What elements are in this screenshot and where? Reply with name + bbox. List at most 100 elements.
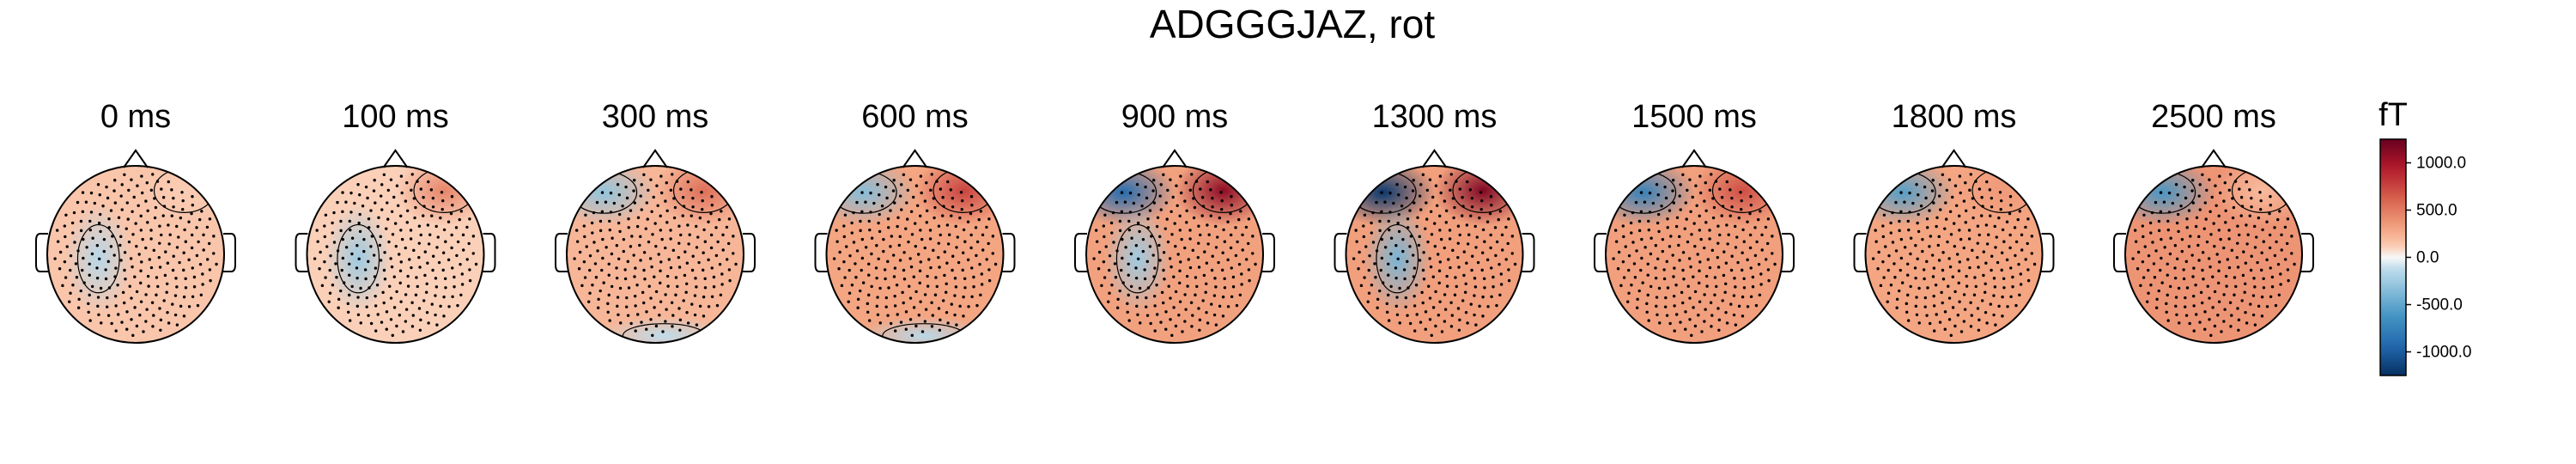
sensor-dot bbox=[1475, 235, 1479, 239]
panel-time-label: 1800 ms bbox=[1892, 99, 2017, 135]
sensor-dot bbox=[902, 301, 905, 305]
sensor-dot bbox=[1755, 240, 1759, 244]
sensor-dot bbox=[2160, 281, 2164, 284]
sensor-dot bbox=[349, 191, 353, 195]
sensor-dot bbox=[1388, 191, 1392, 195]
sensor-dot bbox=[1371, 241, 1376, 244]
sensor-dot bbox=[447, 305, 451, 308]
sensor-dot bbox=[854, 262, 857, 266]
sensor-dot bbox=[1449, 173, 1453, 176]
sensor-dot bbox=[1874, 229, 1877, 232]
sensor-dot bbox=[1645, 310, 1649, 314]
sensor-dot bbox=[1877, 250, 1880, 254]
sensor-dot bbox=[2235, 255, 2239, 259]
sensor-dot bbox=[1945, 217, 1948, 221]
sensor-dot bbox=[2009, 266, 2013, 270]
sensor-dot bbox=[1749, 266, 1753, 270]
sensor-dot bbox=[970, 266, 974, 270]
sensor-dot bbox=[1241, 233, 1244, 237]
sensor-dot bbox=[937, 224, 941, 228]
sensor-dot bbox=[946, 321, 950, 325]
sensor-dot bbox=[617, 257, 621, 260]
sensor-dot bbox=[898, 194, 902, 198]
sensor-dot bbox=[192, 285, 197, 289]
topomap-panel: 600 ms bbox=[814, 99, 1016, 344]
sensor-dot bbox=[1461, 196, 1464, 199]
sensor-dot bbox=[838, 250, 841, 254]
sensor-dot bbox=[2203, 310, 2207, 314]
sensor-dot bbox=[471, 235, 476, 238]
sensor-dot bbox=[76, 200, 80, 205]
sensor-dot bbox=[1951, 306, 1955, 309]
sensor-dot bbox=[468, 217, 471, 221]
sensor-dot bbox=[128, 284, 131, 288]
sensor-dot bbox=[1898, 229, 1901, 233]
sensor-dot bbox=[396, 204, 400, 207]
sensor-dot bbox=[1195, 284, 1199, 289]
head-outline bbox=[306, 165, 485, 344]
sensor-dot bbox=[133, 275, 137, 278]
sensor-dot bbox=[1214, 323, 1218, 327]
sensor-dot bbox=[1733, 277, 1736, 280]
sensor-dot bbox=[632, 179, 636, 182]
sensor-dot bbox=[2009, 204, 2013, 207]
sensor-dot bbox=[945, 261, 949, 265]
sensor-dot bbox=[172, 254, 175, 258]
sensor-dot bbox=[401, 330, 405, 333]
sensor-dot bbox=[1162, 268, 1165, 272]
sensor-dot bbox=[2136, 267, 2140, 271]
topomap-panel: 1800 ms bbox=[1853, 99, 2055, 344]
sensor-dot bbox=[684, 290, 688, 294]
sensor-dot bbox=[1427, 284, 1431, 288]
sensor-dot bbox=[619, 321, 623, 325]
sensor-dot bbox=[184, 240, 188, 243]
sensor-dot bbox=[1385, 310, 1389, 314]
sensor-dot bbox=[410, 188, 413, 192]
sensor-dot bbox=[910, 233, 914, 236]
sensor-dot bbox=[691, 196, 695, 200]
sensor-dot bbox=[702, 268, 705, 272]
sensor-dot bbox=[1136, 313, 1139, 316]
sensor-dot bbox=[1454, 276, 1457, 279]
sensor-dot bbox=[2019, 283, 2023, 286]
sensor-dot bbox=[2269, 204, 2273, 207]
sensor-dot bbox=[1110, 231, 1114, 235]
sensor-dot bbox=[975, 240, 980, 244]
sensor-dot bbox=[926, 284, 930, 288]
sensor-dot bbox=[710, 266, 714, 270]
sensor-dot bbox=[962, 314, 965, 318]
sensor-dot bbox=[1206, 242, 1210, 246]
sensor-dot bbox=[1886, 268, 1890, 272]
sensor-dot bbox=[153, 216, 157, 220]
sensor-dot bbox=[1153, 329, 1157, 333]
sensor-dot bbox=[1248, 278, 1251, 283]
sensor-dot bbox=[370, 235, 374, 238]
sensor-dot bbox=[902, 268, 906, 272]
sensor-dot bbox=[427, 180, 430, 184]
sensor-dot bbox=[1895, 297, 1899, 302]
sensor-dot bbox=[2166, 293, 2169, 297]
sensor-dot bbox=[175, 246, 179, 249]
sensor-dot bbox=[1693, 244, 1697, 248]
sensor-dot bbox=[1449, 325, 1454, 328]
sensor-dot bbox=[1951, 195, 1954, 199]
sensor-dot bbox=[961, 198, 964, 203]
sensor-dot bbox=[427, 242, 431, 246]
sensor-dot bbox=[1741, 268, 1744, 272]
sensor-dot bbox=[459, 262, 462, 266]
sensor-dot bbox=[980, 283, 984, 286]
sensor-dot bbox=[2275, 240, 2278, 244]
right-ear bbox=[1782, 233, 1795, 272]
sensor-dot bbox=[1971, 248, 1974, 253]
sensor-dot bbox=[969, 211, 973, 216]
sensor-dot bbox=[1406, 259, 1409, 264]
sensor-dot bbox=[2198, 183, 2202, 186]
sensor-dot bbox=[2290, 235, 2293, 238]
sensor-dot bbox=[348, 293, 351, 297]
sensor-dot bbox=[1244, 225, 1249, 229]
sensor-dot bbox=[199, 293, 204, 296]
sensor-dot bbox=[632, 253, 635, 257]
sensor-dot bbox=[415, 276, 418, 279]
sensor-dot bbox=[1718, 233, 1722, 237]
sensor-dot bbox=[1889, 284, 1893, 287]
